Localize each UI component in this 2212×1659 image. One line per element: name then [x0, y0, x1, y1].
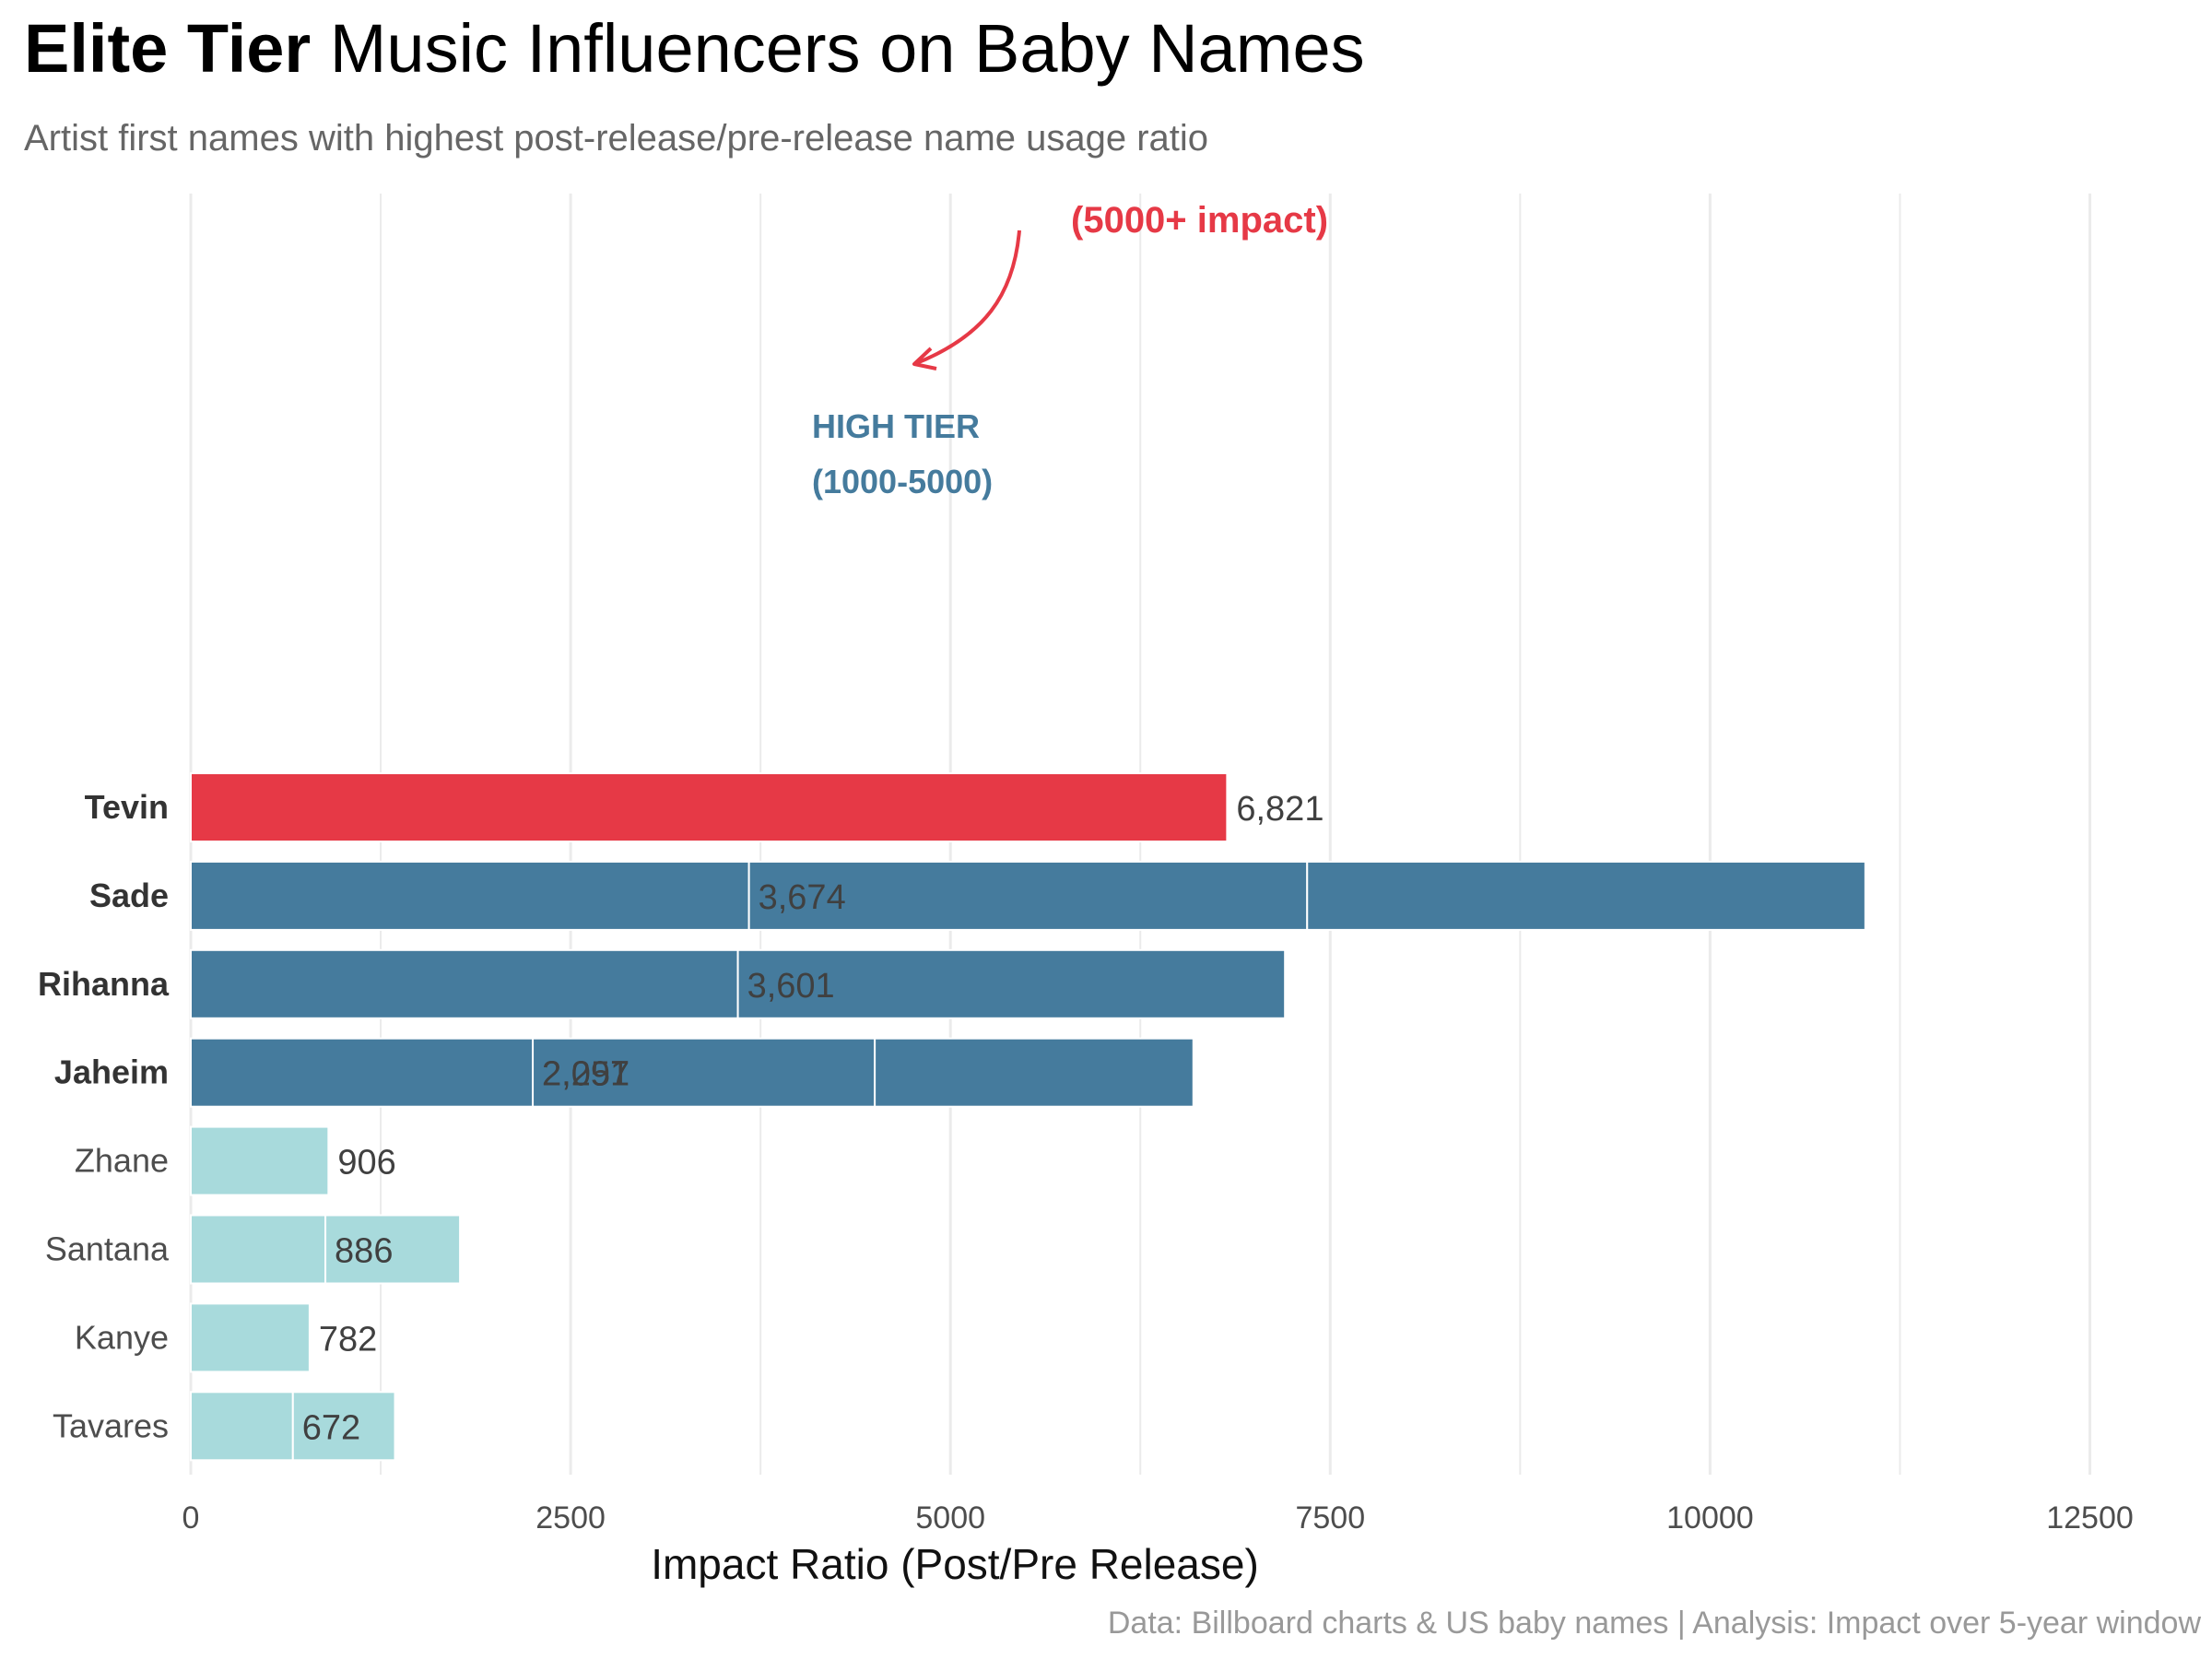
- value-label-jaheim: 2,097: [542, 1055, 629, 1094]
- bar-segment-jaheim: [532, 1037, 877, 1108]
- category-label-kanye: Kanye: [75, 1318, 169, 1356]
- category-label-rihanna: Rihanna: [38, 965, 170, 1003]
- value-label-sade: 3,674: [759, 878, 846, 917]
- annotation-arrowhead: [912, 347, 937, 371]
- category-label-tavares: Tavares: [53, 1406, 169, 1444]
- bar-segment-jaheim: [874, 1037, 1194, 1108]
- value-label-tavares: 672: [302, 1408, 360, 1447]
- category-label-jaheim: Jaheim: [54, 1053, 169, 1091]
- x-tick-label: 2500: [535, 1500, 606, 1535]
- bar-segment-rihanna: [736, 948, 1287, 1019]
- bar-segment-santana: [324, 1214, 462, 1285]
- value-label-rihanna: 3,601: [747, 967, 835, 1006]
- x-tick-label: 12500: [2046, 1500, 2134, 1535]
- value-label-tevin: 6,821: [1236, 790, 1324, 829]
- value-label-kanye: 782: [319, 1320, 377, 1359]
- bar-segment-tevin: [190, 772, 1229, 842]
- value-label-santana: 886: [335, 1232, 393, 1271]
- value-label-jaheim: 2,251: [542, 1055, 629, 1094]
- bars-group: [190, 772, 1866, 1462]
- value-label-zhane: 906: [337, 1144, 395, 1182]
- chart-subtitle: Artist first names with highest post-rel…: [24, 118, 1209, 159]
- annotation-high-line1: HIGH TIER: [812, 407, 980, 445]
- bar-segment-rihanna: [190, 948, 739, 1019]
- chart-title-bold: Elite Tier: [24, 10, 312, 87]
- bar-segment-tavares: [190, 1391, 294, 1462]
- annotation-high-line2: (1000-5000): [812, 463, 993, 500]
- annotation-high-group: HIGH TIER (1000-5000): [812, 407, 993, 500]
- bar-segment-sade: [190, 860, 750, 931]
- x-tick-label: 5000: [915, 1500, 985, 1535]
- category-label-santana: Santana: [45, 1230, 170, 1268]
- bar-segment-zhane: [190, 1125, 330, 1196]
- x-tick-label: 10000: [1666, 1500, 1754, 1535]
- category-label-zhane: Zhane: [75, 1142, 169, 1180]
- x-axis-title: Impact Ratio (Post/Pre Release): [651, 1540, 1259, 1588]
- bar-segment-sade: [1306, 860, 1866, 931]
- category-label-tevin: Tevin: [85, 788, 169, 826]
- category-labels: Tevin Sade Rihanna Jaheim Zhane Santana Kanye T…: [38, 788, 170, 1444]
- bar-segment-jaheim: [190, 1037, 535, 1108]
- annotation-arrow: [913, 229, 1021, 366]
- bar-segment-tavares: [291, 1391, 396, 1462]
- annotation-elite-group: (5000+ impact): [912, 200, 1328, 371]
- x-tick-labels: 0 2500 5000 7500 10000 12500: [182, 1500, 2134, 1535]
- x-tick-label: 7500: [1295, 1500, 1365, 1535]
- annotation-elite: (5000+ impact): [1071, 200, 1328, 241]
- x-tick-label: 0: [182, 1500, 200, 1535]
- bar-segment-kanye: [190, 1302, 311, 1373]
- bar-segment-sade: [747, 860, 1309, 931]
- chart-caption: Data: Billboard charts & US baby names |…: [1107, 1606, 2201, 1641]
- category-label-sade: Sade: [89, 877, 169, 914]
- chart-title-rest: Music Influencers on Baby Names: [311, 10, 1365, 87]
- chart-title: Elite Tier Music Influencers on Baby Nam…: [24, 9, 1365, 88]
- bar-segment-santana: [190, 1214, 327, 1285]
